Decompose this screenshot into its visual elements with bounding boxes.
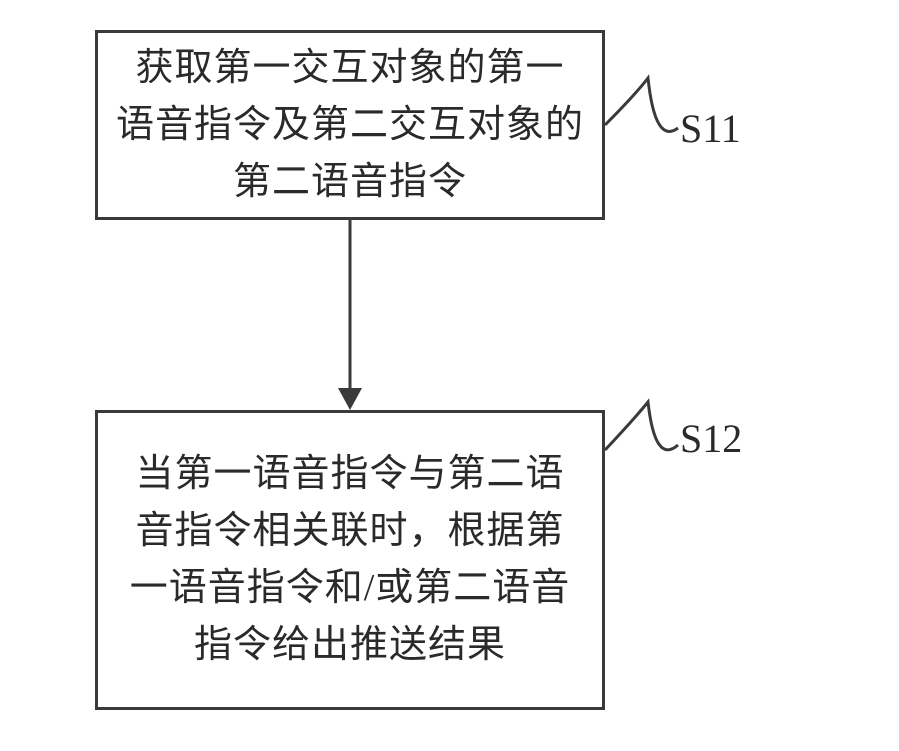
flow-label-s11: S11 [680, 105, 741, 152]
flow-node-s11: 获取第一交互对象的第一语音指令及第二交互对象的第二语音指令 [95, 30, 605, 220]
flow-node-s11-text: 获取第一交互对象的第一语音指令及第二交互对象的第二语音指令 [116, 40, 584, 211]
flow-node-s12: 当第一语音指令与第二语音指令相关联时，根据第一语音指令和/或第二语音指令给出推送… [95, 410, 605, 710]
flow-label-s12: S12 [680, 415, 742, 462]
flow-node-s12-text: 当第一语音指令与第二语音指令相关联时，根据第一语音指令和/或第二语音指令给出推送… [130, 446, 571, 674]
